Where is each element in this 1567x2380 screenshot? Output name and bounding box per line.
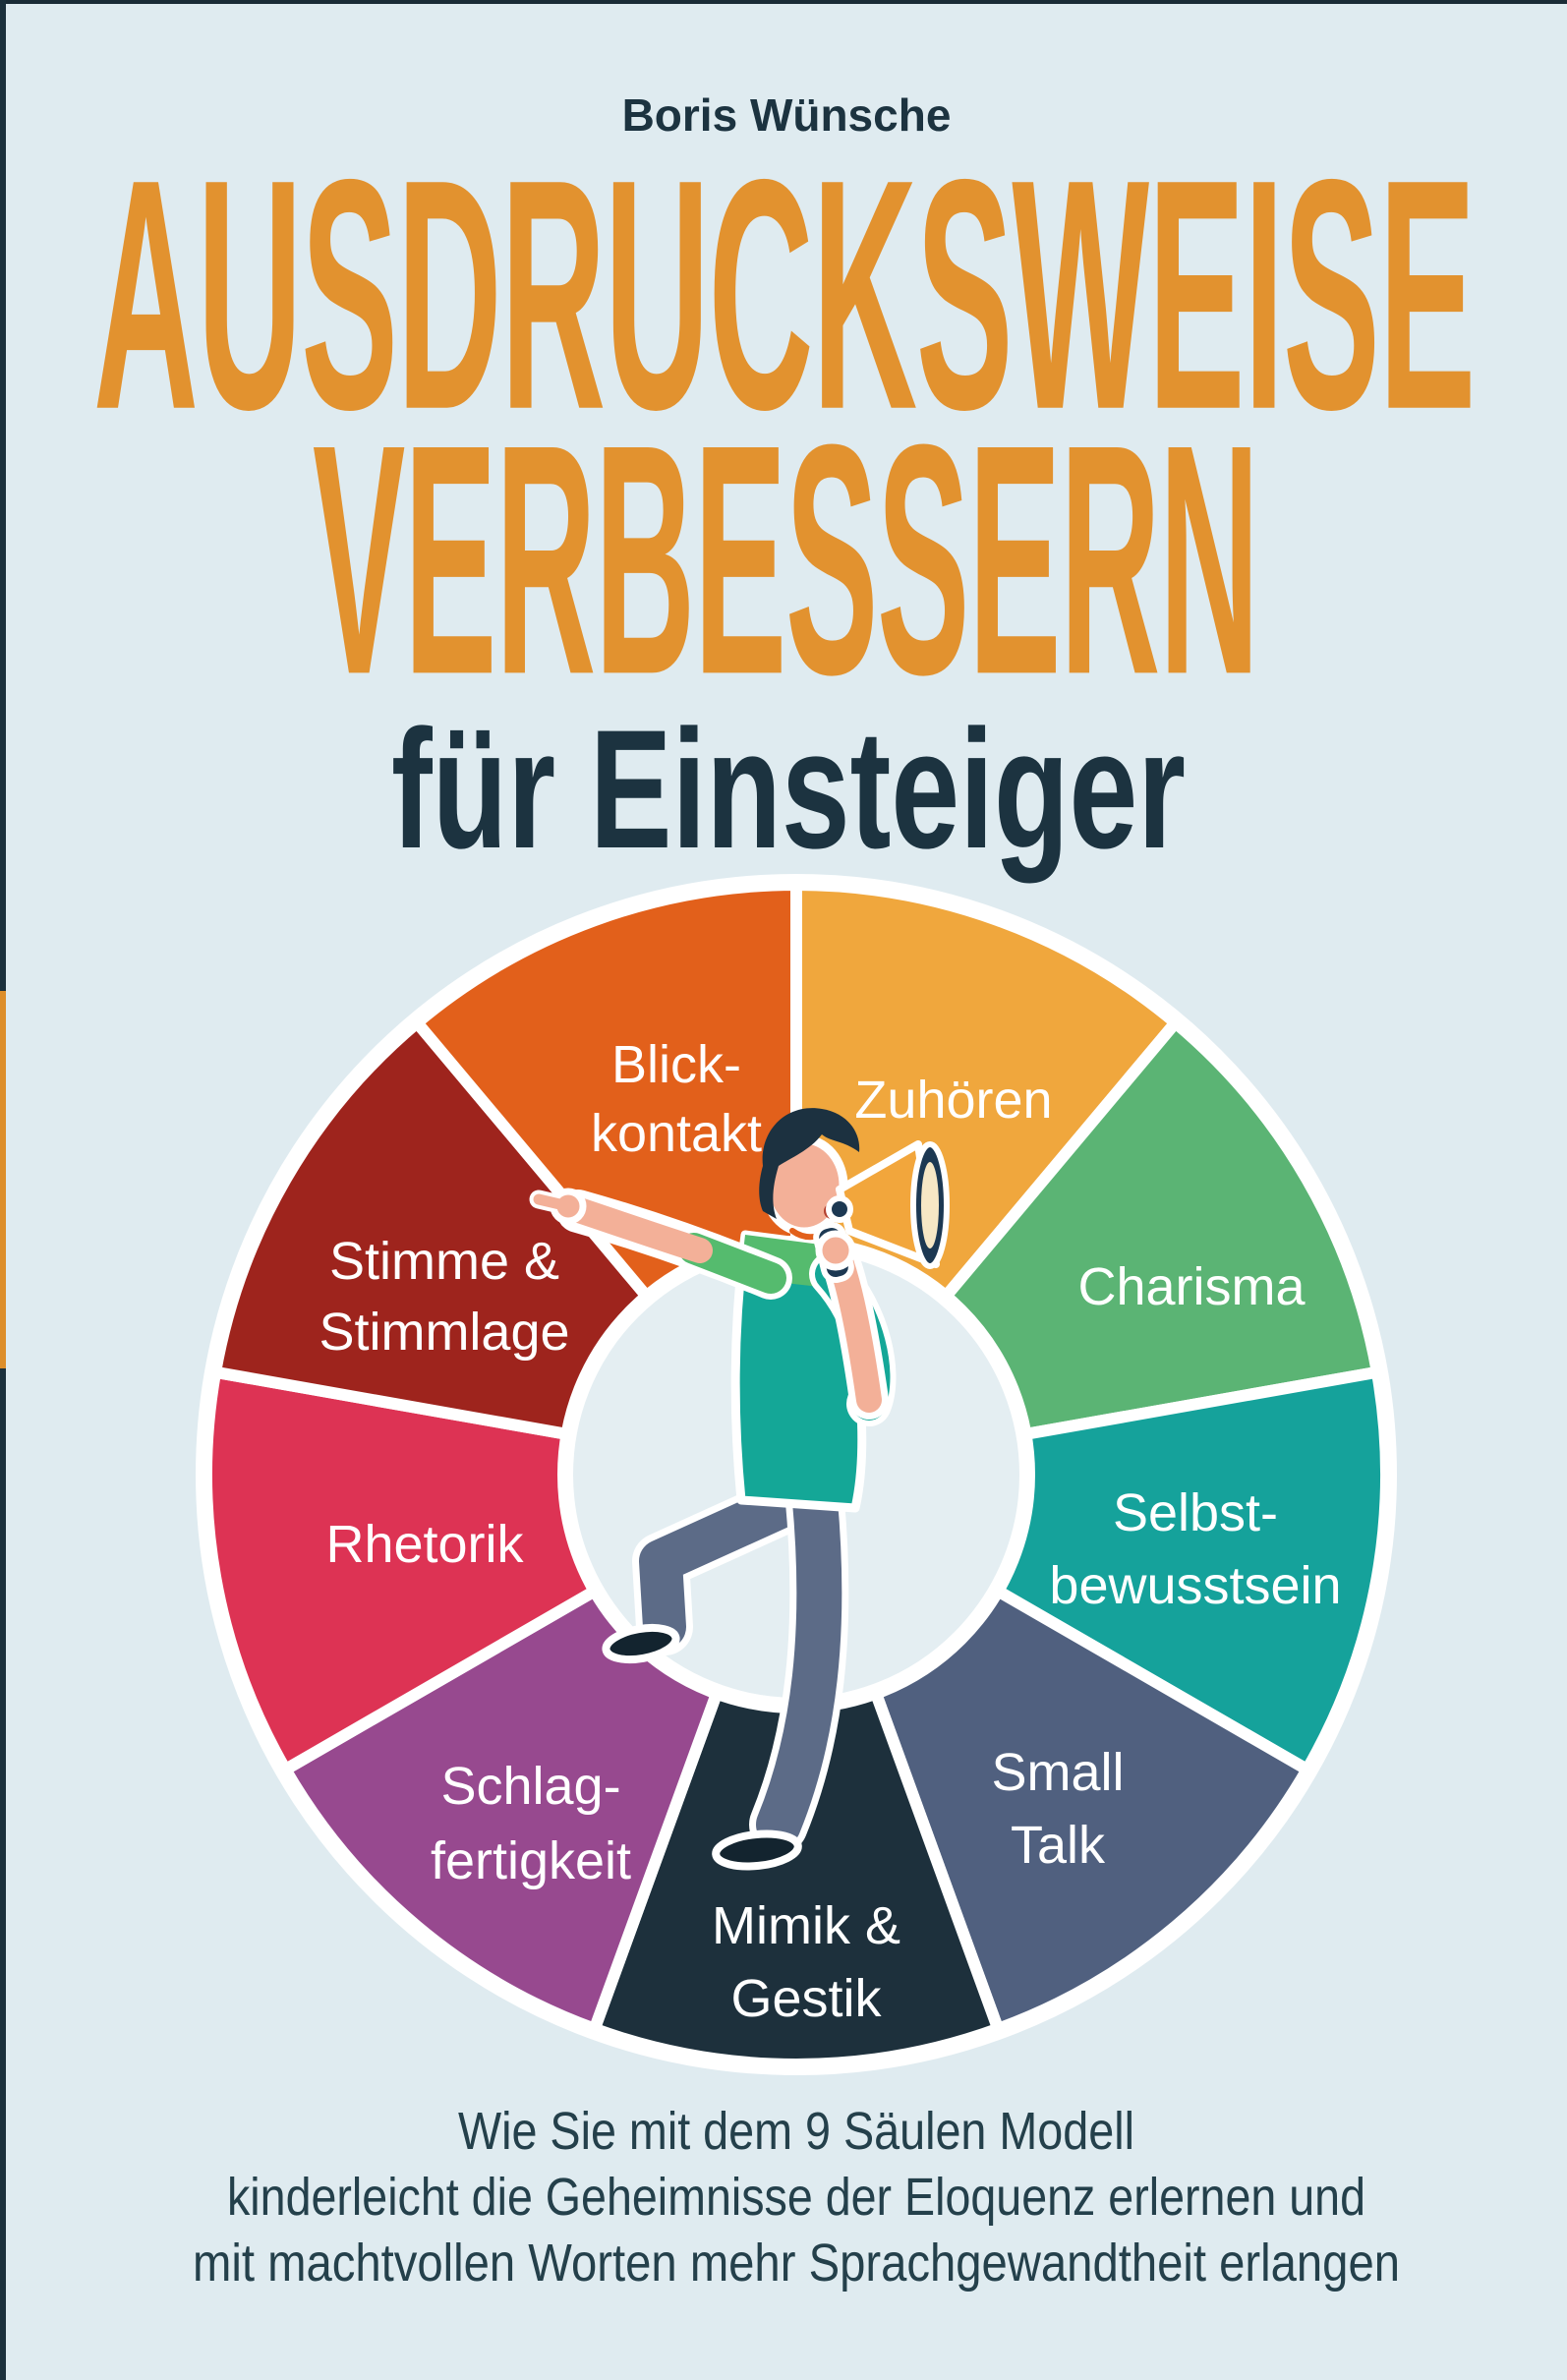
wheel-labels: Zuhören Charisma Selbst-bewusstsein Small Ta…	[319, 1035, 1341, 2028]
subtitle: für Einsteiger	[391, 695, 1186, 884]
wheel-label-blickkontakt: kontakt	[591, 1104, 762, 1163]
wheel-outer-ring	[196, 874, 1397, 2075]
raised-shoe	[602, 1623, 680, 1664]
main-title: AUSDRUCKSWEISE VERBESSERN	[93, 111, 1477, 743]
wheel-label-zuh-ren: Zuhören	[854, 1071, 1052, 1130]
wheel-label-small-talk: Talk	[1011, 1816, 1106, 1875]
pointing-arm	[563, 1196, 713, 1263]
wheel-label-schlagfertigkeit: fertigkeit	[431, 1831, 631, 1890]
wheel-label-schlagfertigkeit: Schlag-	[440, 1757, 620, 1816]
holding-hand	[815, 1230, 856, 1271]
tagline-line1: Wie Sie mit dem 9 Säulen Modell	[458, 2102, 1134, 2161]
title-line1: AUSDRUCKSWEISE	[93, 111, 1475, 478]
wheel-label-mimik-gestik: Mimik &	[712, 1896, 900, 1955]
wheel-label-stimme-stimmlage: Stimme &	[329, 1232, 559, 1291]
wheel-label-stimme-stimmlage: Stimmlage	[319, 1303, 569, 1362]
wheel-label-rhetorik: Rhetorik	[325, 1515, 524, 1574]
standing-shoe	[712, 1829, 802, 1871]
pointing-finger	[533, 1193, 574, 1212]
hair	[759, 1108, 860, 1219]
speaker-illustration	[529, 1108, 950, 1871]
top-edge-line	[0, 0, 1567, 4]
tagline-line3: mit machtvollen Worten mehr Sprachgewand…	[193, 2234, 1400, 2293]
wheel-label-selbstbewusstsein: bewusstsein	[1049, 1556, 1341, 1615]
standing-leg	[756, 1468, 842, 1847]
megaphone-bell-inner	[921, 1162, 939, 1248]
author-name: Boris Wünsche	[622, 89, 952, 141]
wheel-label-small-talk: Small	[991, 1743, 1124, 1802]
raised-leg	[639, 1482, 808, 1649]
wheel-label-mimik-gestik: Gestik	[730, 1969, 882, 2028]
spine-accent	[0, 991, 6, 1368]
tagline-line2: kinderleicht die Geheimnisse der Eloquen…	[227, 2168, 1365, 2227]
wheel-label-charisma: Charisma	[1077, 1257, 1306, 1316]
megaphone-mouthpiece	[826, 1195, 853, 1223]
title-line2: VERBESSERN	[313, 377, 1258, 743]
wheel-label-blickkontakt: Blick-	[611, 1035, 741, 1094]
spine-stripe	[0, 0, 6, 2380]
tagline-block: Wie Sie mit dem 9 Säulen Modell kinderle…	[193, 2102, 1400, 2293]
wheel-label-selbstbewusstsein: Selbst-	[1113, 1483, 1278, 1542]
